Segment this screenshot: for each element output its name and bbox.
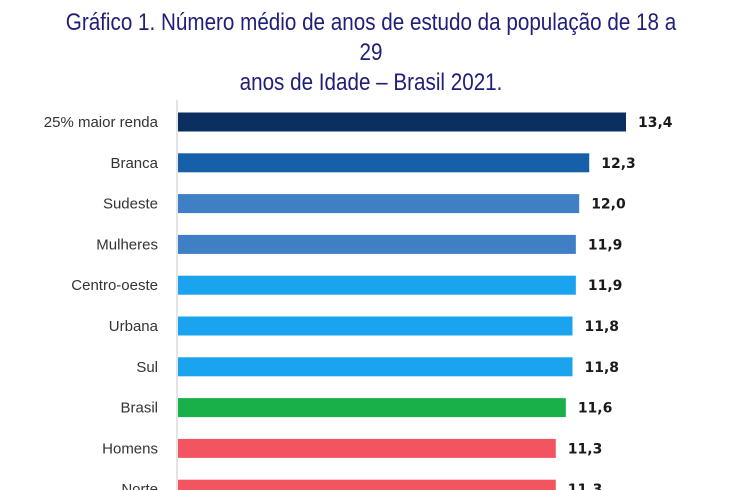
chart-title: Gráfico 1. Número médio de anos de estud… — [52, 8, 690, 98]
chart-title-line-1: Gráfico 1. Número médio de anos de estud… — [65, 9, 677, 66]
bar — [178, 479, 556, 490]
bar — [178, 316, 573, 336]
bar — [178, 275, 576, 295]
category-label: Brasil — [120, 400, 158, 417]
data-label: 11,3 — [568, 441, 603, 457]
category-label: 25% maior renda — [44, 114, 159, 131]
data-label: 11,9 — [588, 237, 623, 253]
bar — [178, 153, 590, 173]
bar — [178, 234, 576, 254]
category-label: Sudeste — [103, 196, 158, 213]
data-label: 12,3 — [601, 156, 636, 172]
data-label: 13,4 — [638, 115, 673, 131]
category-label: Centro-oeste — [71, 277, 158, 294]
category-label: Norte — [121, 481, 158, 490]
chart-title-line-2: anos de Idade – Brasil 2021. — [239, 69, 503, 96]
bar — [178, 194, 580, 214]
data-label: 11,9 — [588, 278, 623, 294]
bar — [178, 357, 573, 377]
bar — [178, 112, 626, 132]
category-label: Branca — [110, 155, 158, 172]
category-label: Mulheres — [96, 236, 158, 253]
data-label: 11,8 — [585, 360, 620, 376]
data-label: 12,0 — [591, 197, 626, 213]
category-label: Homens — [102, 440, 158, 457]
category-label: Urbana — [109, 318, 159, 335]
bar — [178, 398, 566, 418]
data-label: 11,6 — [578, 401, 613, 417]
bar — [178, 438, 556, 458]
data-label: 11,8 — [585, 319, 620, 335]
data-label: 11,3 — [568, 482, 603, 490]
category-label: Sul — [136, 359, 158, 376]
